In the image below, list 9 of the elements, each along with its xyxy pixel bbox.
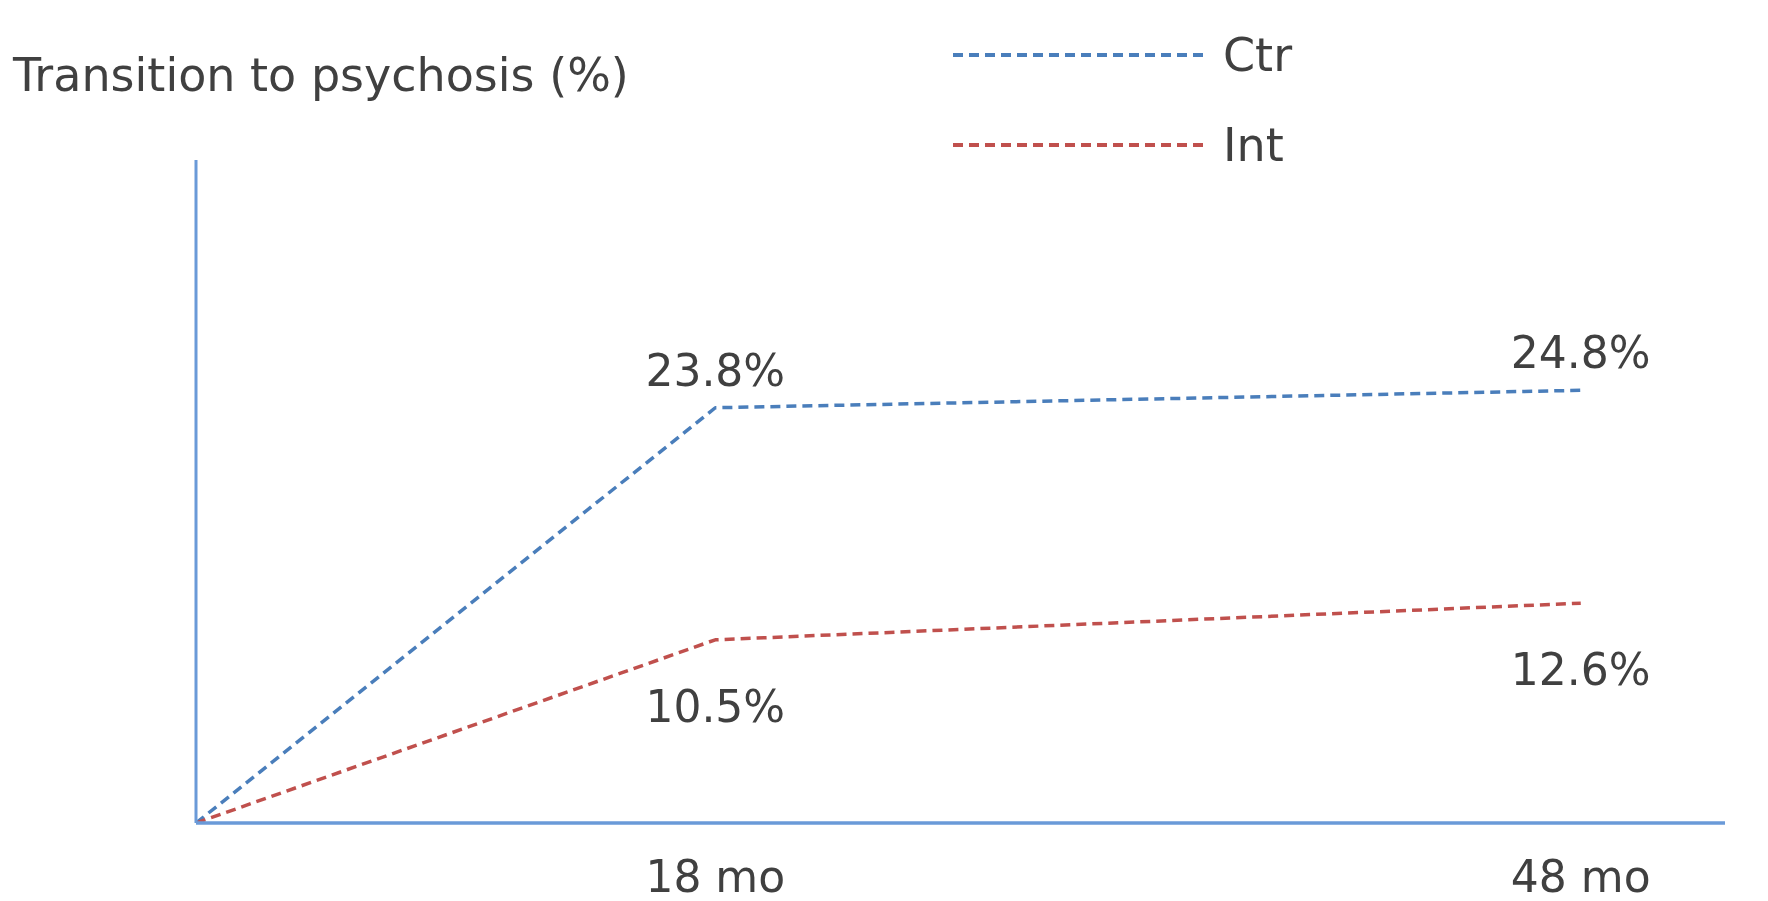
data-label: 10.5% [645, 680, 786, 732]
x-tick-label: 48 mo [1510, 851, 1651, 901]
data-label: 12.6% [1510, 644, 1651, 696]
legend-label: Ctr [1223, 28, 1293, 82]
data-label: 24.8% [1510, 327, 1651, 379]
x-tick-label: 18 mo [645, 851, 786, 901]
legend-label: Int [1223, 118, 1284, 172]
y-axis-title: Transition to psychosis (%) [13, 48, 629, 102]
data-label: 23.8% [645, 344, 786, 396]
